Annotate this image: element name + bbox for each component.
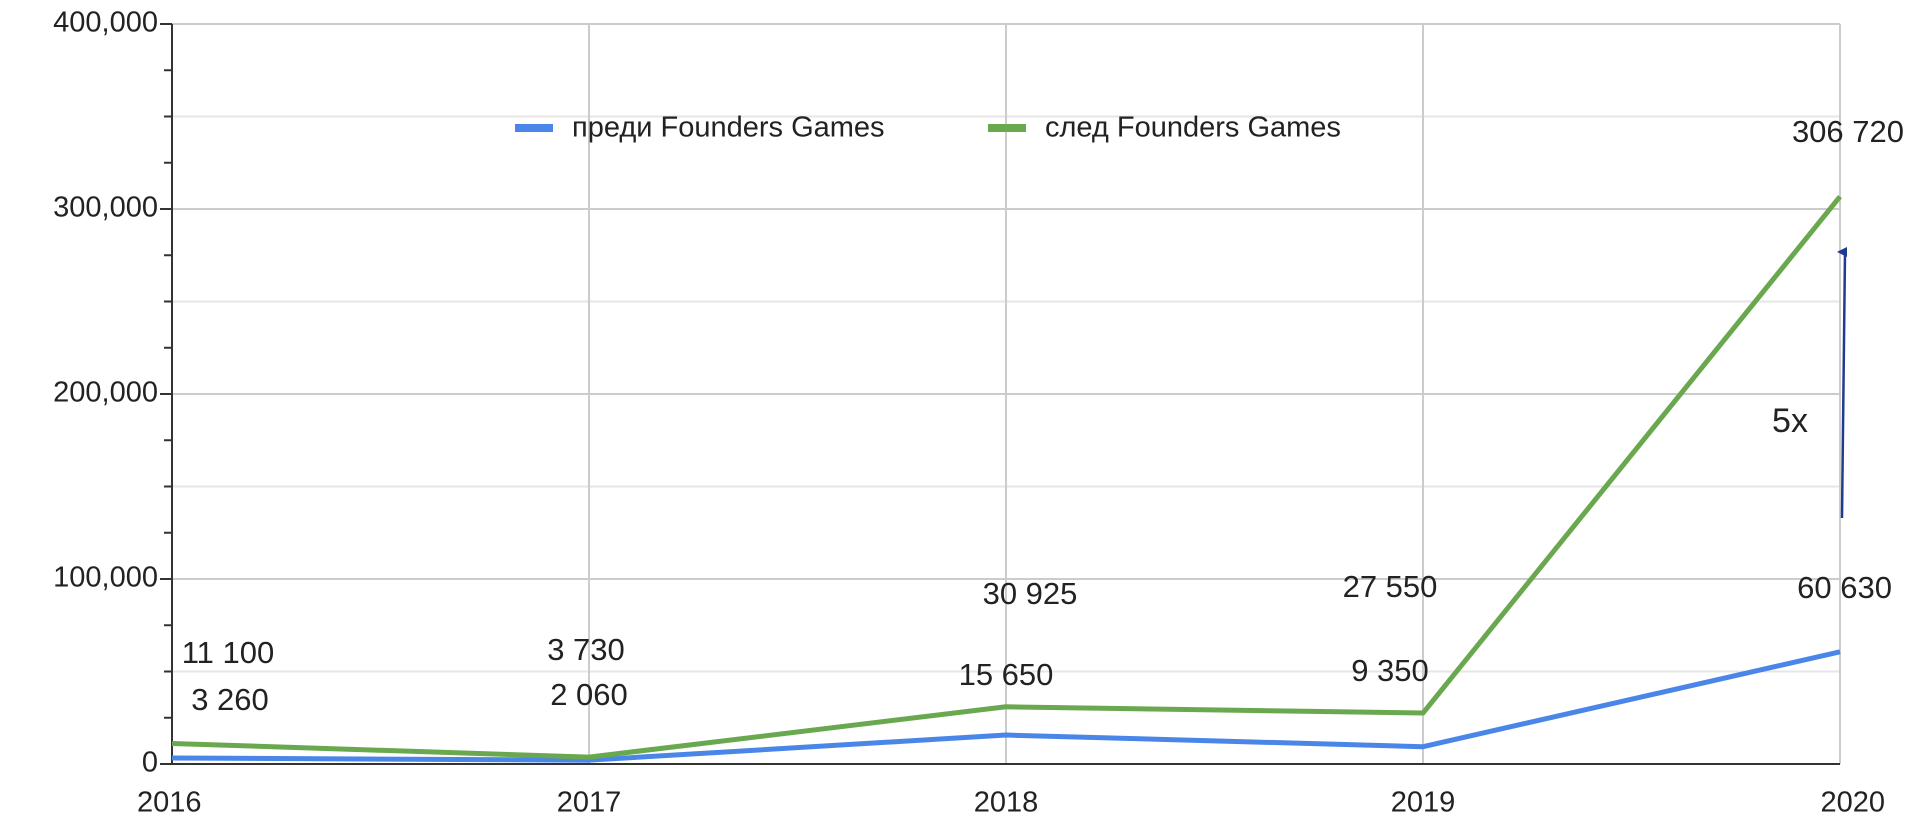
data-label: 3 730 (547, 632, 625, 667)
x-tick-label: 2020 (1820, 787, 1885, 819)
annotation-arrow (1837, 247, 1848, 519)
data-label: 3 260 (191, 682, 269, 717)
legend-label: преди Founders Games (572, 112, 885, 144)
y-tick-label: 0 (142, 747, 158, 779)
data-label: 15 650 (959, 657, 1054, 692)
x-tick-label: 2016 (137, 787, 202, 819)
data-label: 27 550 (1343, 569, 1438, 604)
x-tick-label: 2017 (557, 787, 622, 819)
data-label: 60 630 (1797, 570, 1892, 605)
annotation: 5x (1772, 402, 1808, 440)
data-label: 2 060 (550, 677, 628, 712)
series-line (171, 649, 1841, 763)
data-label: 30 925 (983, 576, 1078, 611)
y-tick-label: 300,000 (53, 192, 158, 224)
y-tick-label: 400,000 (53, 7, 158, 39)
y-tick-label: 200,000 (53, 377, 158, 409)
series-line (171, 194, 1842, 760)
x-tick-label: 2018 (974, 787, 1039, 819)
x-tick-label: 2019 (1391, 787, 1456, 819)
y-tick-label: 100,000 (53, 562, 158, 594)
data-label: 11 100 (182, 635, 275, 670)
data-label: 9 350 (1351, 653, 1429, 688)
legend-label: след Founders Games (1045, 112, 1341, 144)
data-label: 306 720 (1792, 114, 1904, 149)
